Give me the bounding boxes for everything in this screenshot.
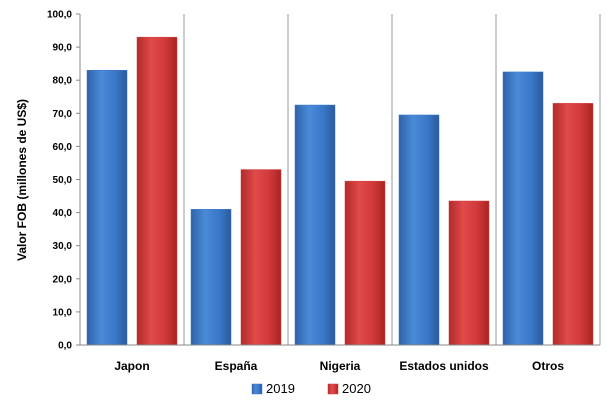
legend: 2019 2020 — [251, 381, 371, 396]
y-tick-label: 10,0 — [53, 307, 73, 318]
bar-2019-3 — [398, 114, 440, 346]
bar-2019-0 — [86, 70, 128, 346]
legend-swatch-2019 — [251, 383, 263, 395]
y-tick-label: 40,0 — [53, 208, 73, 219]
category-separators — [183, 14, 601, 345]
x-tick-label: Japon — [114, 359, 149, 373]
bar-2020-1 — [240, 169, 282, 346]
bar-2019-1 — [190, 209, 232, 346]
bar-2019-4 — [502, 71, 544, 346]
y-axis-ticks: 0,0 10,0 20,0 30,0 40,0 50,0 60,0 70,0 80,0 90,0 1… — [47, 10, 80, 352]
bar-2020-3 — [448, 200, 490, 346]
y-tick-label: 50,0 — [53, 175, 73, 186]
bar-2020-0 — [136, 36, 178, 346]
y-tick-label: 60,0 — [53, 142, 73, 153]
y-tick-label: 0,0 — [58, 341, 72, 352]
y-tick-label: 100,0 — [47, 10, 72, 21]
bars — [86, 36, 594, 346]
y-tick-label: 80,0 — [53, 76, 73, 87]
y-tick-label: 30,0 — [53, 241, 73, 252]
x-tick-label: Estados unidos — [399, 359, 489, 373]
y-tick-label: 20,0 — [53, 274, 73, 285]
x-tick-label: España — [215, 359, 258, 373]
y-axis-title: Valor FOB (millones de US$) — [15, 99, 29, 261]
legend-label-2020: 2020 — [342, 381, 371, 396]
x-tick-label: Otros — [532, 359, 564, 373]
legend-swatch-2020 — [327, 383, 339, 395]
bar-2020-4 — [552, 103, 594, 346]
legend-label-2019: 2019 — [266, 381, 295, 396]
bar-2020-2 — [344, 180, 386, 346]
y-tick-label: 90,0 — [53, 43, 73, 54]
y-tick-label: 70,0 — [53, 109, 73, 120]
x-tick-label: Nigeria — [320, 359, 361, 373]
bar-2019-2 — [294, 104, 336, 346]
x-axis-labels: Japon España Nigeria Estados unidos Otros — [114, 359, 564, 373]
